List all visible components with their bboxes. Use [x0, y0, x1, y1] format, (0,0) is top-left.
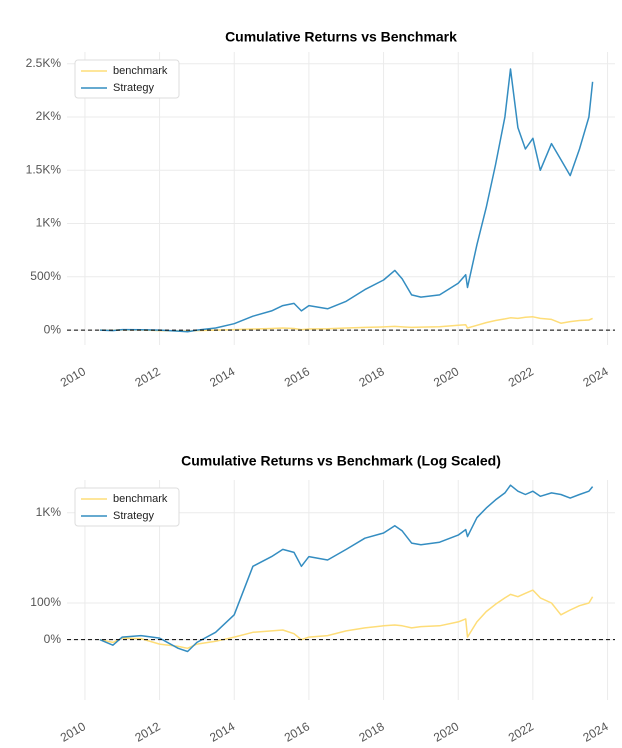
x-tick-label: 2014: [207, 364, 237, 390]
y-tick-label: 2K%: [36, 109, 62, 123]
y-tick-label: 1K%: [36, 216, 62, 230]
x-tick-label: 2010: [58, 719, 88, 745]
y-tick-label: 0%: [44, 322, 62, 336]
series-line: [99, 316, 593, 332]
x-tick-label: 2018: [357, 719, 387, 745]
x-tick-label: 2014: [207, 719, 237, 745]
y-tick-label: 1K%: [36, 505, 62, 519]
x-tick-label: 2024: [580, 719, 610, 745]
x-tick-label: 2012: [133, 364, 163, 390]
x-tick-label: 2022: [506, 719, 536, 745]
legend-label: Strategy: [113, 510, 154, 522]
legend-label: Strategy: [113, 82, 154, 94]
chart-title: Cumulative Returns vs Benchmark (Log Sca…: [181, 453, 501, 469]
x-tick-label: 2020: [431, 719, 461, 745]
legend-label: benchmark: [113, 65, 168, 77]
y-tick-label: 500%: [30, 269, 61, 283]
y-tick-label: 1.5K%: [26, 162, 62, 176]
y-tick-label: 100%: [30, 595, 61, 609]
x-tick-label: 2024: [580, 364, 610, 390]
x-tick-label: 2016: [282, 364, 312, 390]
y-tick-label: 2.5K%: [26, 56, 62, 70]
series-line: [99, 589, 594, 650]
x-tick-label: 2016: [282, 719, 312, 745]
x-tick-label: 2020: [431, 364, 461, 390]
series-line: [99, 68, 594, 333]
x-tick-label: 2022: [506, 364, 536, 390]
chart-title: Cumulative Returns vs Benchmark: [225, 29, 457, 45]
y-tick-label: 0%: [44, 632, 62, 646]
x-tick-label: 2018: [357, 364, 387, 390]
series-line: [99, 484, 594, 653]
x-tick-label: 2012: [133, 719, 163, 745]
legend-label: benchmark: [113, 493, 168, 505]
x-tick-label: 2010: [58, 364, 88, 390]
